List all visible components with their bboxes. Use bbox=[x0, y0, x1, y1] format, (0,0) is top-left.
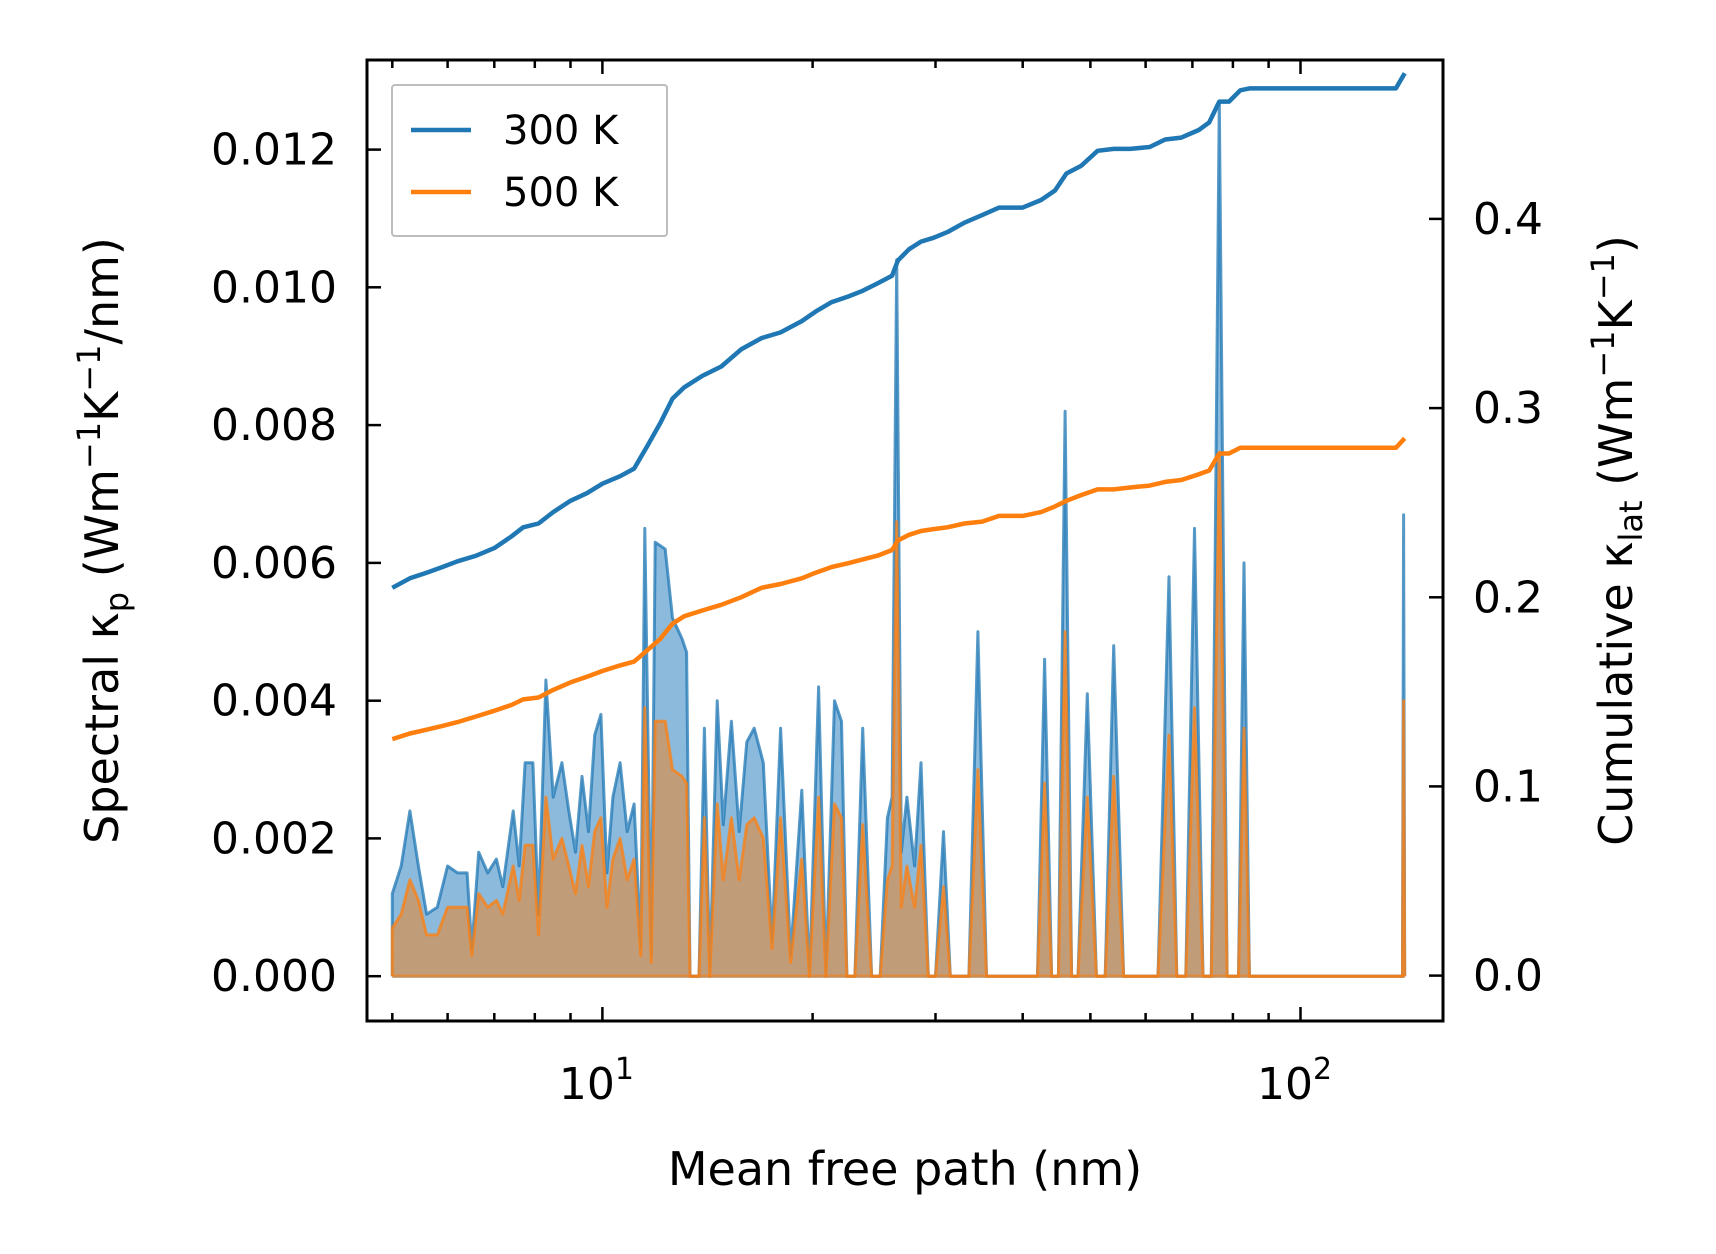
left-y-tick-label: 0.006 bbox=[211, 538, 337, 589]
right-y-tick-label: 0.3 bbox=[1473, 383, 1543, 434]
left-y-tick-label: 0.000 bbox=[211, 951, 337, 1002]
right-y-tick-label: 0.0 bbox=[1473, 951, 1543, 1002]
left-y-tick-label: 0.008 bbox=[211, 400, 337, 451]
left-y-tick-label: 0.012 bbox=[211, 125, 337, 176]
cumulative-line-300k bbox=[391, 72, 1407, 590]
x-tick-label: 102 bbox=[1257, 1052, 1332, 1110]
right-y-axis-label: Cumulative κlat (Wm−1K−1) bbox=[1584, 235, 1650, 846]
left-y-tick-label: 0.004 bbox=[211, 676, 337, 727]
legend-box bbox=[391, 84, 668, 237]
x-tick-label: 101 bbox=[559, 1052, 634, 1110]
x-axis-label: Mean free path (nm) bbox=[668, 1142, 1142, 1196]
right-y-tick-label: 0.4 bbox=[1473, 194, 1543, 245]
plot-frame bbox=[365, 58, 1445, 1023]
axis-labels: 101 102 0.000 0.002 0.004 0.006 0.008 0.010 0.01… bbox=[70, 125, 1650, 1196]
legend-label-300k: 300 K bbox=[503, 108, 620, 154]
right-y-tick-label: 0.2 bbox=[1473, 572, 1543, 623]
axis-ticks bbox=[367, 60, 1443, 1021]
left-y-axis-label: Spectral κp (Wm−1K−1/nm) bbox=[70, 237, 136, 844]
left-y-tick-label: 0.010 bbox=[211, 262, 337, 313]
left-y-tick-label: 0.002 bbox=[211, 813, 337, 864]
right-y-tick-label: 0.1 bbox=[1473, 761, 1543, 812]
cumulative-line-500k bbox=[391, 436, 1407, 742]
legend-label-500k: 500 K bbox=[503, 170, 620, 216]
data-lines bbox=[391, 72, 1407, 742]
legend: 300 K 500 K bbox=[391, 84, 668, 237]
